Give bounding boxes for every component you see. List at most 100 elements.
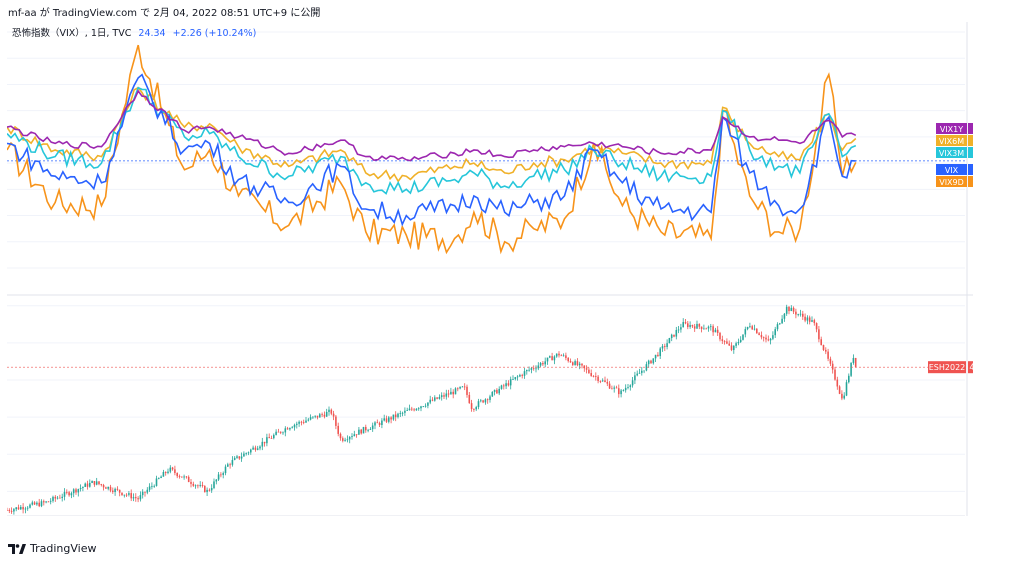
candle[interactable] — [93, 480, 96, 487]
candle[interactable] — [284, 426, 287, 437]
candle[interactable] — [319, 412, 321, 418]
candle[interactable] — [316, 415, 319, 420]
candle[interactable] — [335, 414, 337, 430]
candle[interactable] — [788, 306, 790, 315]
candle[interactable] — [652, 358, 655, 365]
candle[interactable] — [746, 326, 749, 331]
candle[interactable] — [107, 486, 109, 491]
candle[interactable] — [164, 471, 167, 476]
candle[interactable] — [332, 410, 335, 421]
candle[interactable] — [213, 478, 215, 490]
candle[interactable] — [54, 495, 57, 502]
candle[interactable] — [394, 411, 397, 422]
candle[interactable] — [70, 491, 73, 499]
candle[interactable] — [141, 489, 144, 499]
candle[interactable] — [450, 387, 452, 395]
candle[interactable] — [245, 452, 247, 456]
candle[interactable] — [378, 421, 381, 428]
candle[interactable] — [8, 508, 11, 514]
candle[interactable] — [705, 327, 707, 330]
candle[interactable] — [691, 324, 694, 329]
candle[interactable] — [6, 507, 8, 511]
candle[interactable] — [199, 481, 201, 488]
candle[interactable] — [558, 351, 560, 358]
candle[interactable] — [631, 376, 634, 388]
candle[interactable] — [75, 487, 77, 495]
candle[interactable] — [572, 361, 574, 367]
candle[interactable] — [261, 437, 264, 451]
candle[interactable] — [735, 341, 737, 349]
candle[interactable] — [756, 328, 758, 334]
candle[interactable] — [309, 414, 312, 421]
candle[interactable] — [220, 472, 222, 478]
candle[interactable] — [592, 375, 595, 378]
candle[interactable] — [689, 321, 691, 329]
candle[interactable] — [206, 487, 208, 497]
candle[interactable] — [302, 419, 305, 425]
candle[interactable] — [445, 389, 448, 400]
candle[interactable] — [765, 334, 767, 343]
candle[interactable] — [250, 448, 252, 455]
candle[interactable] — [275, 429, 277, 436]
candle[interactable] — [505, 379, 507, 390]
candle[interactable] — [105, 486, 107, 489]
candle[interactable] — [59, 494, 61, 499]
candle[interactable] — [820, 336, 822, 346]
candle[interactable] — [151, 482, 153, 490]
candle[interactable] — [514, 376, 517, 381]
candle[interactable] — [171, 466, 174, 471]
candle[interactable] — [677, 325, 680, 334]
candle[interactable] — [581, 363, 583, 369]
candle[interactable] — [574, 359, 576, 366]
candle[interactable] — [463, 383, 466, 391]
candle[interactable] — [473, 408, 475, 412]
candle[interactable] — [825, 347, 827, 355]
candle[interactable] — [132, 493, 135, 502]
candle[interactable] — [636, 370, 638, 377]
candle[interactable] — [247, 451, 250, 456]
candle[interactable] — [413, 407, 415, 412]
candle[interactable] — [532, 365, 535, 371]
candle[interactable] — [229, 462, 231, 469]
candle[interactable] — [112, 487, 114, 494]
candle[interactable] — [82, 486, 84, 492]
candle[interactable] — [459, 386, 461, 390]
candle[interactable] — [698, 323, 701, 330]
candle[interactable] — [38, 498, 40, 508]
candle[interactable] — [231, 456, 234, 467]
candle[interactable] — [521, 373, 523, 379]
candle[interactable] — [201, 481, 204, 488]
candle[interactable] — [480, 398, 482, 403]
series-line-vix9d[interactable] — [6, 44, 857, 255]
series-line-vix[interactable] — [6, 73, 856, 227]
candle[interactable] — [305, 417, 307, 423]
candle[interactable] — [509, 376, 512, 390]
candle[interactable] — [314, 415, 316, 419]
candle[interactable] — [77, 488, 80, 497]
candle[interactable] — [461, 385, 464, 388]
candle[interactable] — [737, 338, 740, 346]
candle[interactable] — [802, 310, 804, 320]
candle[interactable] — [643, 370, 645, 374]
candle[interactable] — [330, 408, 333, 416]
candle[interactable] — [422, 406, 425, 408]
candle[interactable] — [838, 385, 841, 395]
candle[interactable] — [224, 464, 227, 476]
footer-brand[interactable]: TradingView — [8, 542, 96, 555]
candle[interactable] — [312, 416, 314, 420]
candle[interactable] — [139, 491, 142, 502]
candle[interactable] — [404, 407, 406, 416]
candle[interactable] — [806, 315, 809, 325]
candle[interactable] — [551, 352, 553, 361]
candle[interactable] — [500, 384, 503, 390]
candle[interactable] — [185, 476, 188, 479]
candle[interactable] — [808, 315, 811, 325]
candle[interactable] — [526, 369, 528, 375]
candle[interactable] — [670, 333, 673, 342]
candle[interactable] — [447, 389, 450, 398]
candle[interactable] — [783, 312, 786, 322]
candle[interactable] — [613, 385, 615, 393]
candle[interactable] — [454, 387, 457, 395]
candle[interactable] — [799, 309, 802, 317]
candle[interactable] — [599, 380, 602, 384]
